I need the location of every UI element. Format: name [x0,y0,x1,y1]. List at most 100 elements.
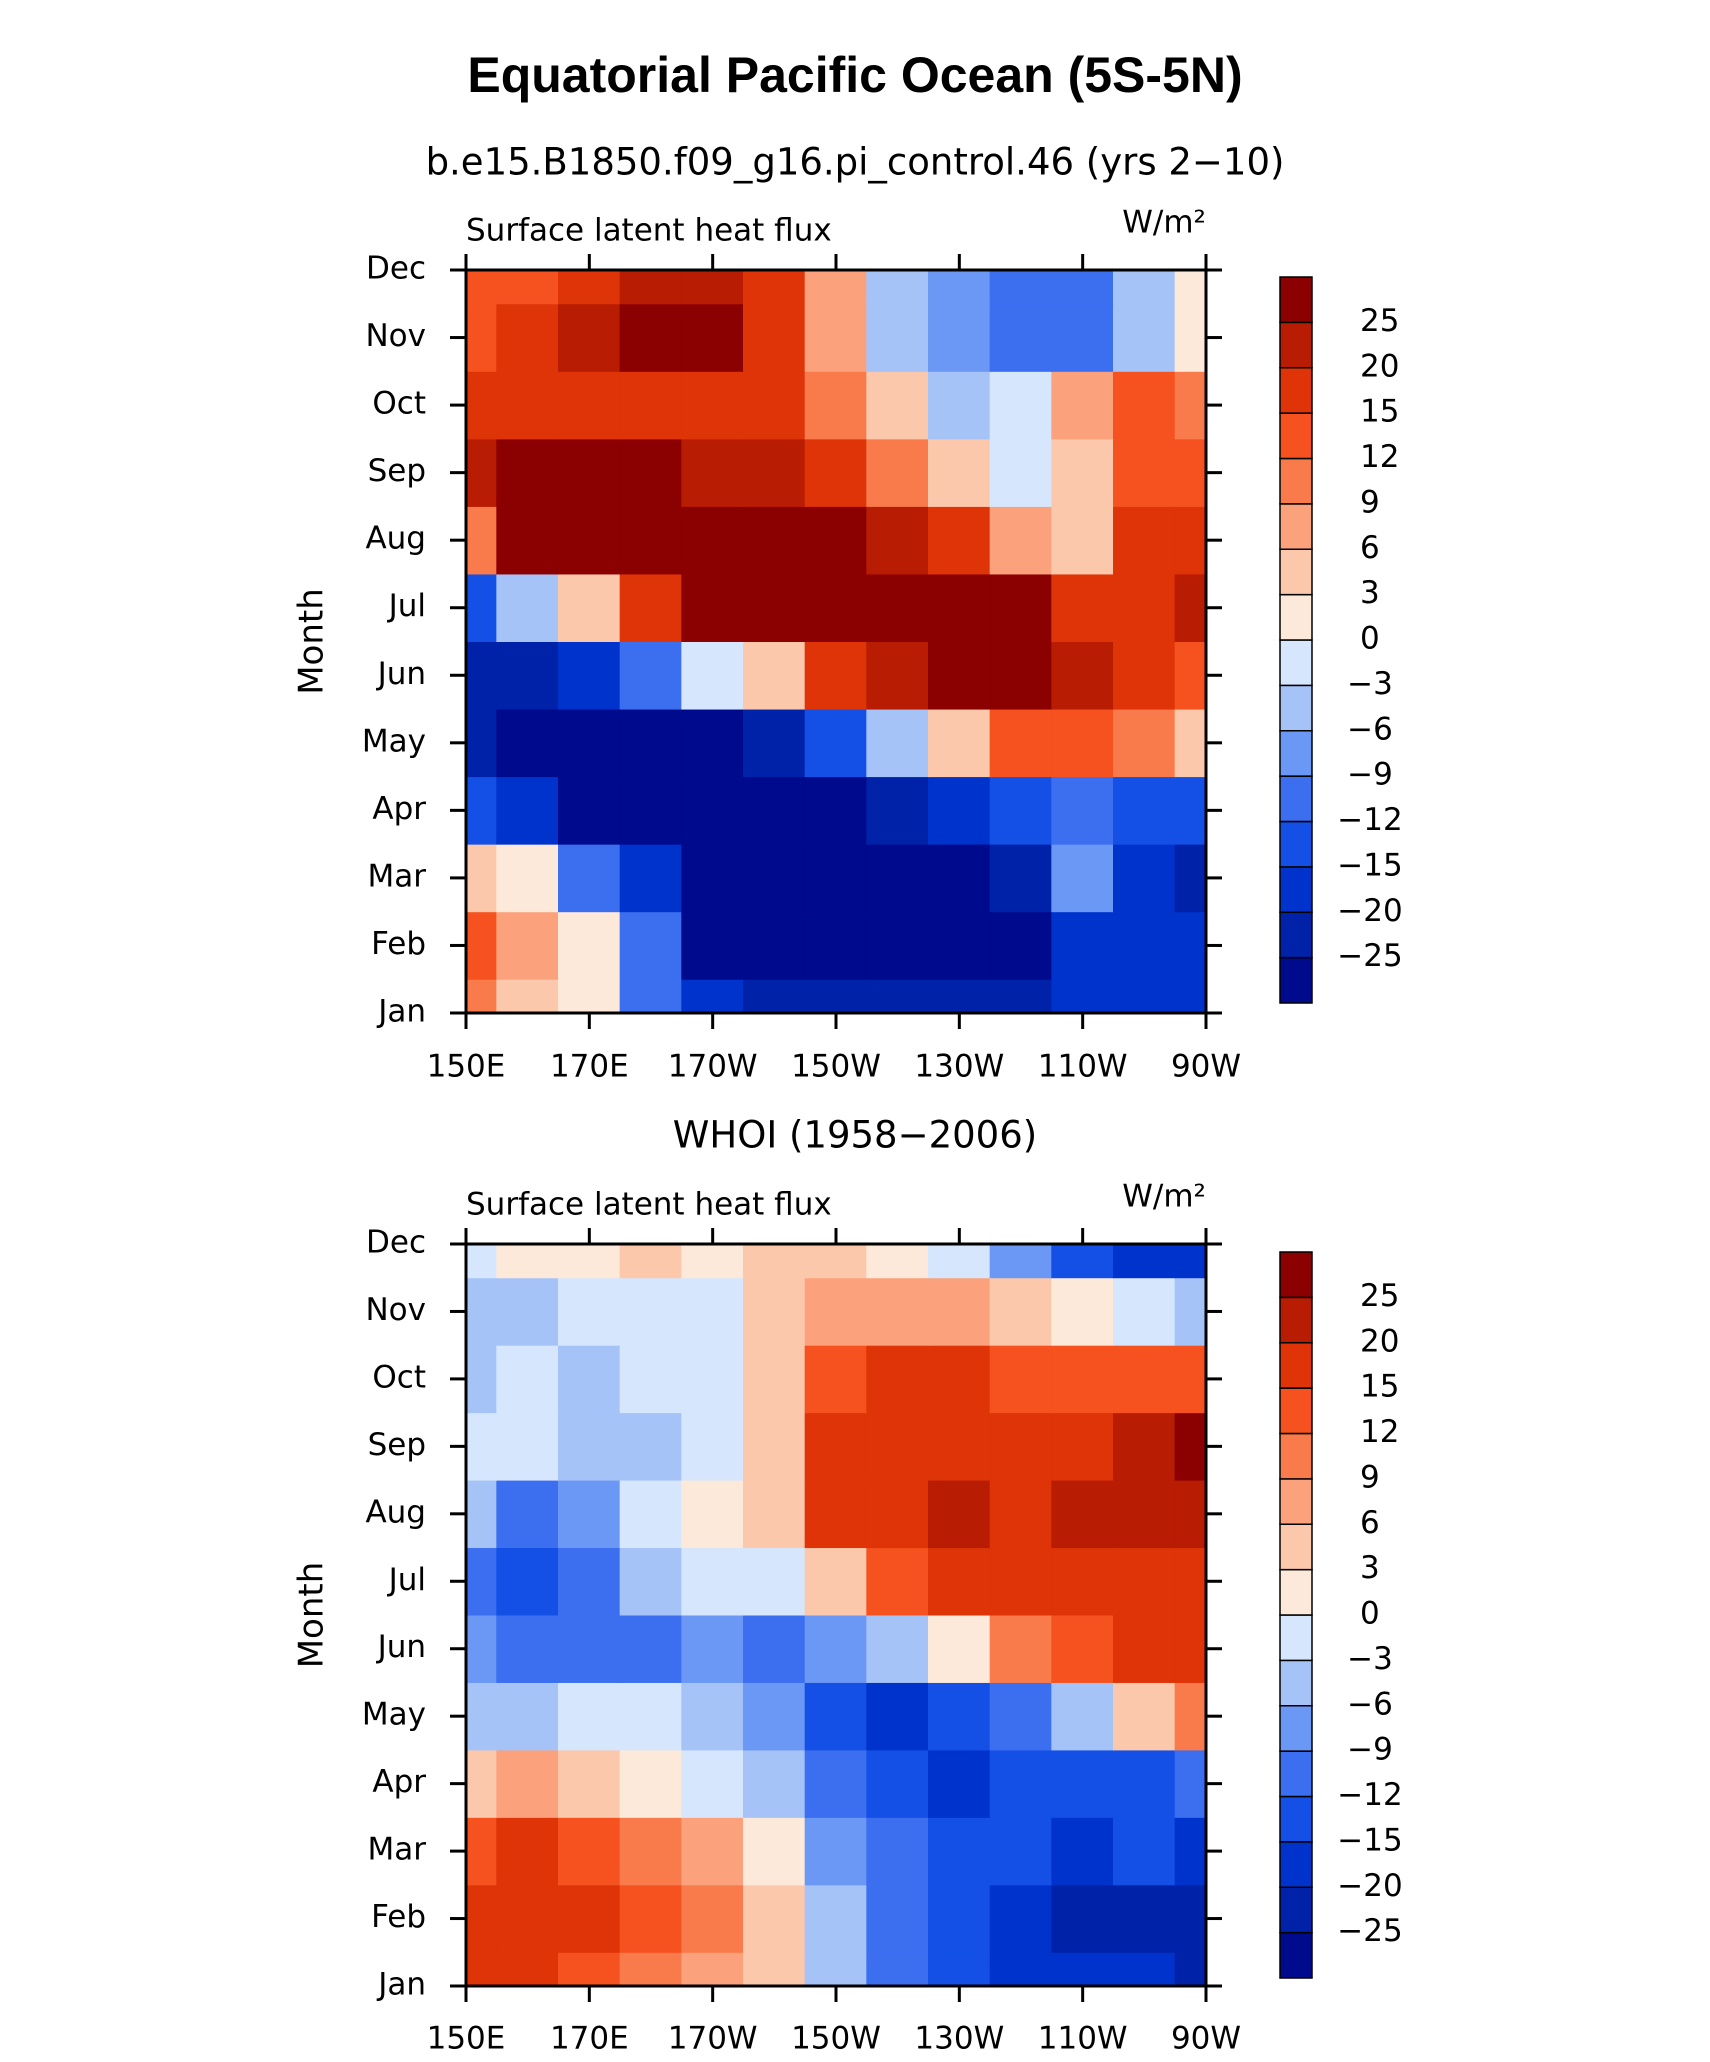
cell [496,1749,560,1818]
cell [804,1277,868,1346]
right-string: W/m² [1122,205,1206,241]
colorbar-label: 20 [1360,1323,1399,1359]
cell [1051,1547,1115,1616]
cell [1051,1816,1115,1886]
cell [928,1547,991,1616]
colorbar-box [1279,321,1313,369]
cell [558,1884,621,1953]
cell [989,573,1053,642]
cell [558,1277,621,1346]
cell [804,776,868,845]
colorbar-label: 6 [1360,530,1380,566]
colorbar-box [1279,1886,1313,1934]
colorbar-box [1279,1251,1313,1299]
cell [1051,1681,1115,1751]
cell [989,641,1053,710]
cell [866,1412,929,1481]
colorbar-label: 6 [1360,1505,1380,1541]
cell [928,1884,991,1953]
cell [1113,1884,1176,1953]
y-tick-label: Sep [368,453,426,489]
cell [866,370,929,440]
y-tick-label: Aug [365,1494,426,1530]
cell [804,1479,868,1549]
cell [804,303,868,372]
cell [496,1412,560,1481]
colorbar-label: −25 [1337,1913,1402,1949]
cell [681,370,744,440]
cell [743,1749,806,1818]
cell [619,843,683,913]
colorbar-box [1279,1432,1313,1480]
cell [681,1277,744,1346]
cell [928,641,991,710]
colorbar-box [1279,1841,1313,1888]
y-tick-label: May [362,1697,426,1733]
cell [681,843,744,913]
cell [804,911,868,980]
colorbar-label: −15 [1337,847,1402,883]
colorbar-label: 9 [1360,1459,1380,1495]
cell [619,1547,683,1616]
cell [496,708,560,778]
cell [1113,370,1176,440]
cell [496,1244,560,1279]
cell [558,1344,621,1414]
cell [928,370,991,440]
cell [804,1614,868,1683]
cell [619,303,683,372]
colorbar-box [1279,956,1313,1004]
chart-title: Equatorial Pacific Ocean (5S-5N) [467,47,1242,103]
cell [1113,1681,1176,1751]
cell [496,1884,560,1953]
x-tick-label: 90W [1171,1049,1241,1085]
cell [558,1412,621,1481]
cell [866,1547,929,1616]
colorbar-label: −25 [1337,938,1402,974]
cell [1113,1344,1176,1414]
y-tick-label: Feb [371,1899,426,1935]
cell [928,1244,991,1279]
cell [866,1884,929,1953]
x-tick-label: 130W [914,2021,1004,2057]
cell [1174,505,1206,575]
cell [619,1344,683,1414]
cell [558,505,621,575]
cell [1113,1479,1176,1549]
cell [681,911,744,980]
cell [928,1277,991,1346]
cell [1113,1244,1176,1279]
cell [866,641,929,710]
cell [681,1344,744,1414]
cell [1051,911,1115,980]
cell [989,303,1053,372]
colorbar-label: 3 [1360,1550,1380,1586]
colorbar-box [1279,1750,1313,1798]
x-tick-label: 110W [1038,1049,1128,1085]
cell [619,1244,683,1279]
cell [681,1479,744,1549]
cell [743,438,806,507]
cell [619,573,683,642]
cell [619,370,683,440]
colorbar-box [1279,775,1313,823]
cell [496,370,560,440]
cell [496,843,560,913]
cell [804,1547,868,1616]
cell [681,573,744,642]
y-axis-label: Month [292,1562,332,1669]
cell [619,641,683,710]
cell [496,911,560,980]
colorbar-box [1279,911,1313,959]
cell [619,1479,683,1549]
cell [681,776,744,845]
cell [466,641,498,710]
cell [681,270,744,305]
cell [804,1749,868,1818]
cell [1051,708,1115,778]
cell [989,505,1053,575]
cell [989,776,1053,845]
colorbar-box [1279,639,1313,687]
cell [743,1884,806,1953]
